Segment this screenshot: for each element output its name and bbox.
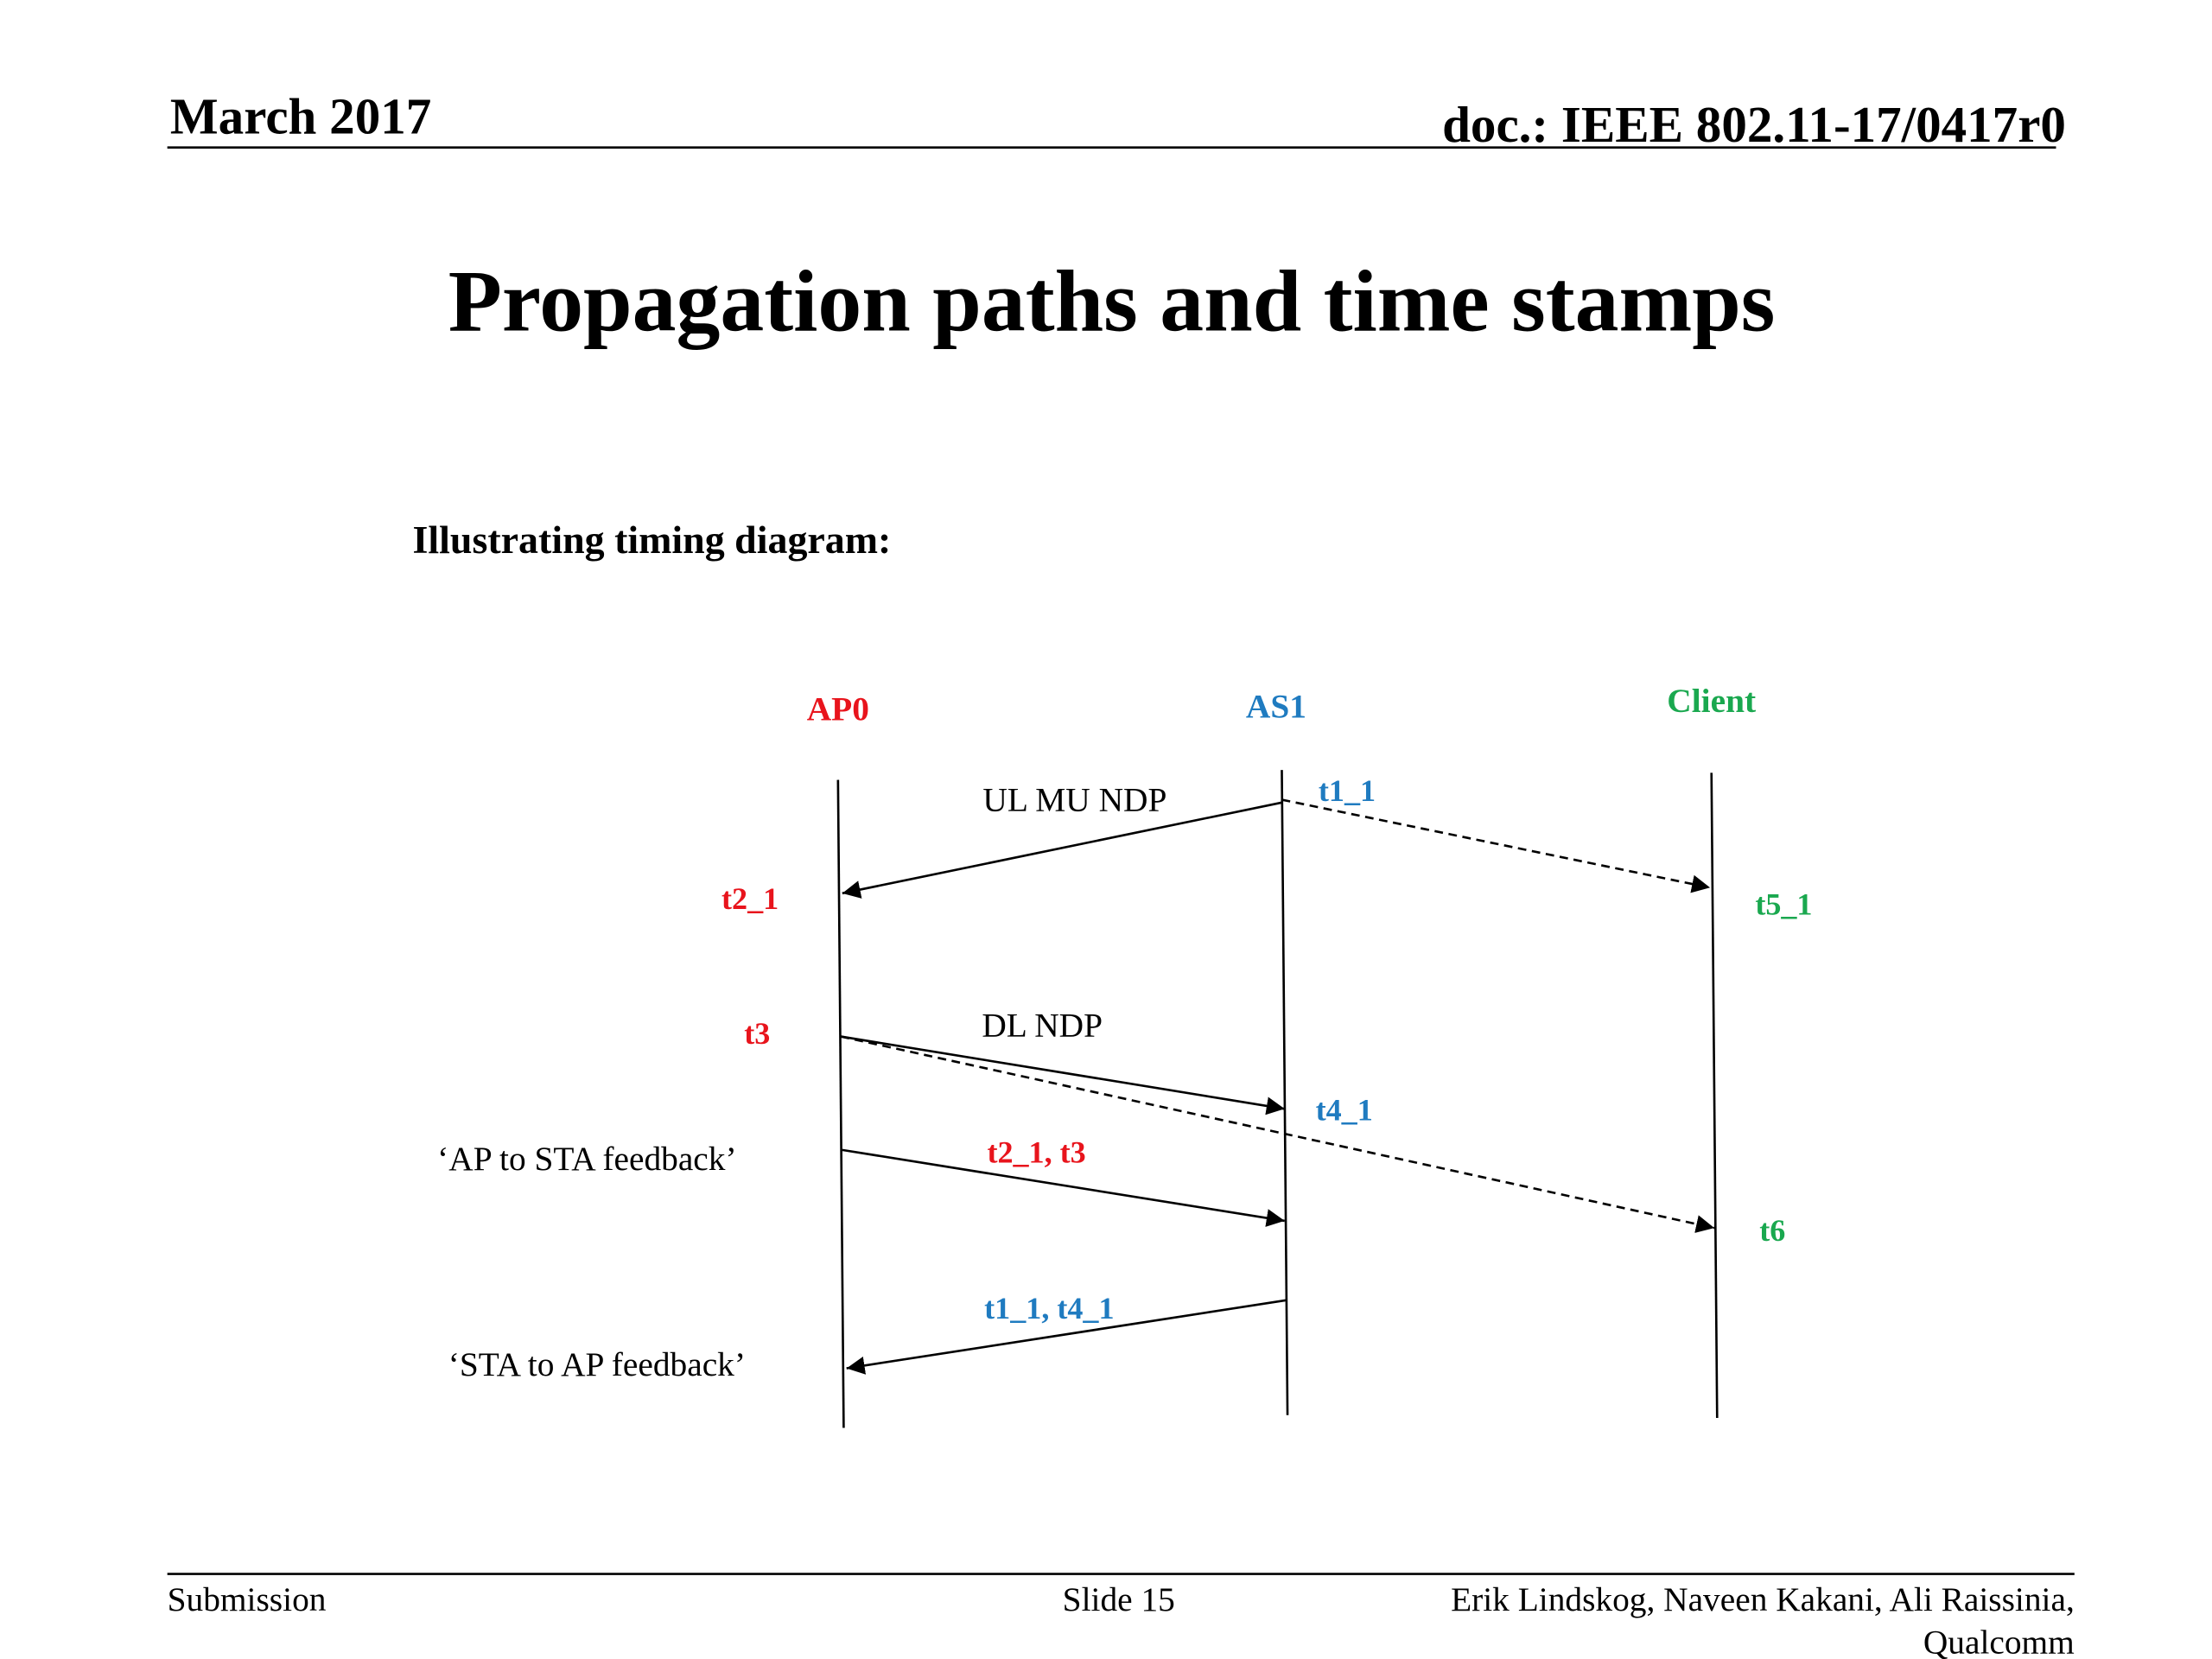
- timestamp: t3: [744, 1016, 770, 1051]
- message-label: t1_1, t4_1: [984, 1291, 1114, 1325]
- footer-right: Erik Lindskog, Naveen Kakani, Ali Raissi…: [1451, 1580, 2075, 1618]
- dashed-arrow: [840, 1035, 1715, 1233]
- footer-center: Slide 15: [1063, 1580, 1175, 1618]
- lifeline: [836, 779, 845, 1428]
- message-label: DL NDP: [982, 1007, 1103, 1045]
- arrow: [846, 1299, 1287, 1375]
- note: ‘STA to AP feedback’: [448, 1345, 746, 1383]
- footer-left: Submission: [168, 1580, 327, 1618]
- timestamp: t4_1: [1316, 1092, 1373, 1127]
- timestamp: t5_1: [1755, 887, 1812, 921]
- node-label: AP0: [807, 690, 869, 728]
- arrow: [842, 801, 1282, 899]
- arrow: [840, 1035, 1285, 1116]
- timestamp: t6: [1759, 1213, 1785, 1248]
- lifeline: [1281, 770, 1289, 1415]
- lifeline: [1710, 772, 1719, 1419]
- subtitle: Illustrating timing diagram:: [413, 518, 892, 562]
- timestamp: t1_1: [1319, 773, 1376, 808]
- message-label: t2_1, t3: [987, 1135, 1085, 1170]
- header-date: March 2017: [170, 87, 431, 144]
- node-label: Client: [1667, 682, 1756, 720]
- header-doc: doc.: IEEE 802.11-17/0417r0: [1442, 96, 2066, 153]
- timestamp: t2_1: [721, 881, 779, 916]
- note: ‘AP to STA feedback’: [437, 1140, 736, 1178]
- arrow: [842, 1148, 1285, 1227]
- slide-title: Propagation paths and time stamps: [448, 252, 1776, 350]
- footer-right: Qualcomm: [1923, 1623, 2075, 1659]
- diagram: AP0 AS1 Client UL MU NDP DL NDP t2_1, t3…: [437, 682, 1812, 1428]
- message-label: UL MU NDP: [982, 781, 1166, 819]
- dashed-arrow: [1281, 798, 1711, 893]
- node-label: AS1: [1246, 687, 1306, 725]
